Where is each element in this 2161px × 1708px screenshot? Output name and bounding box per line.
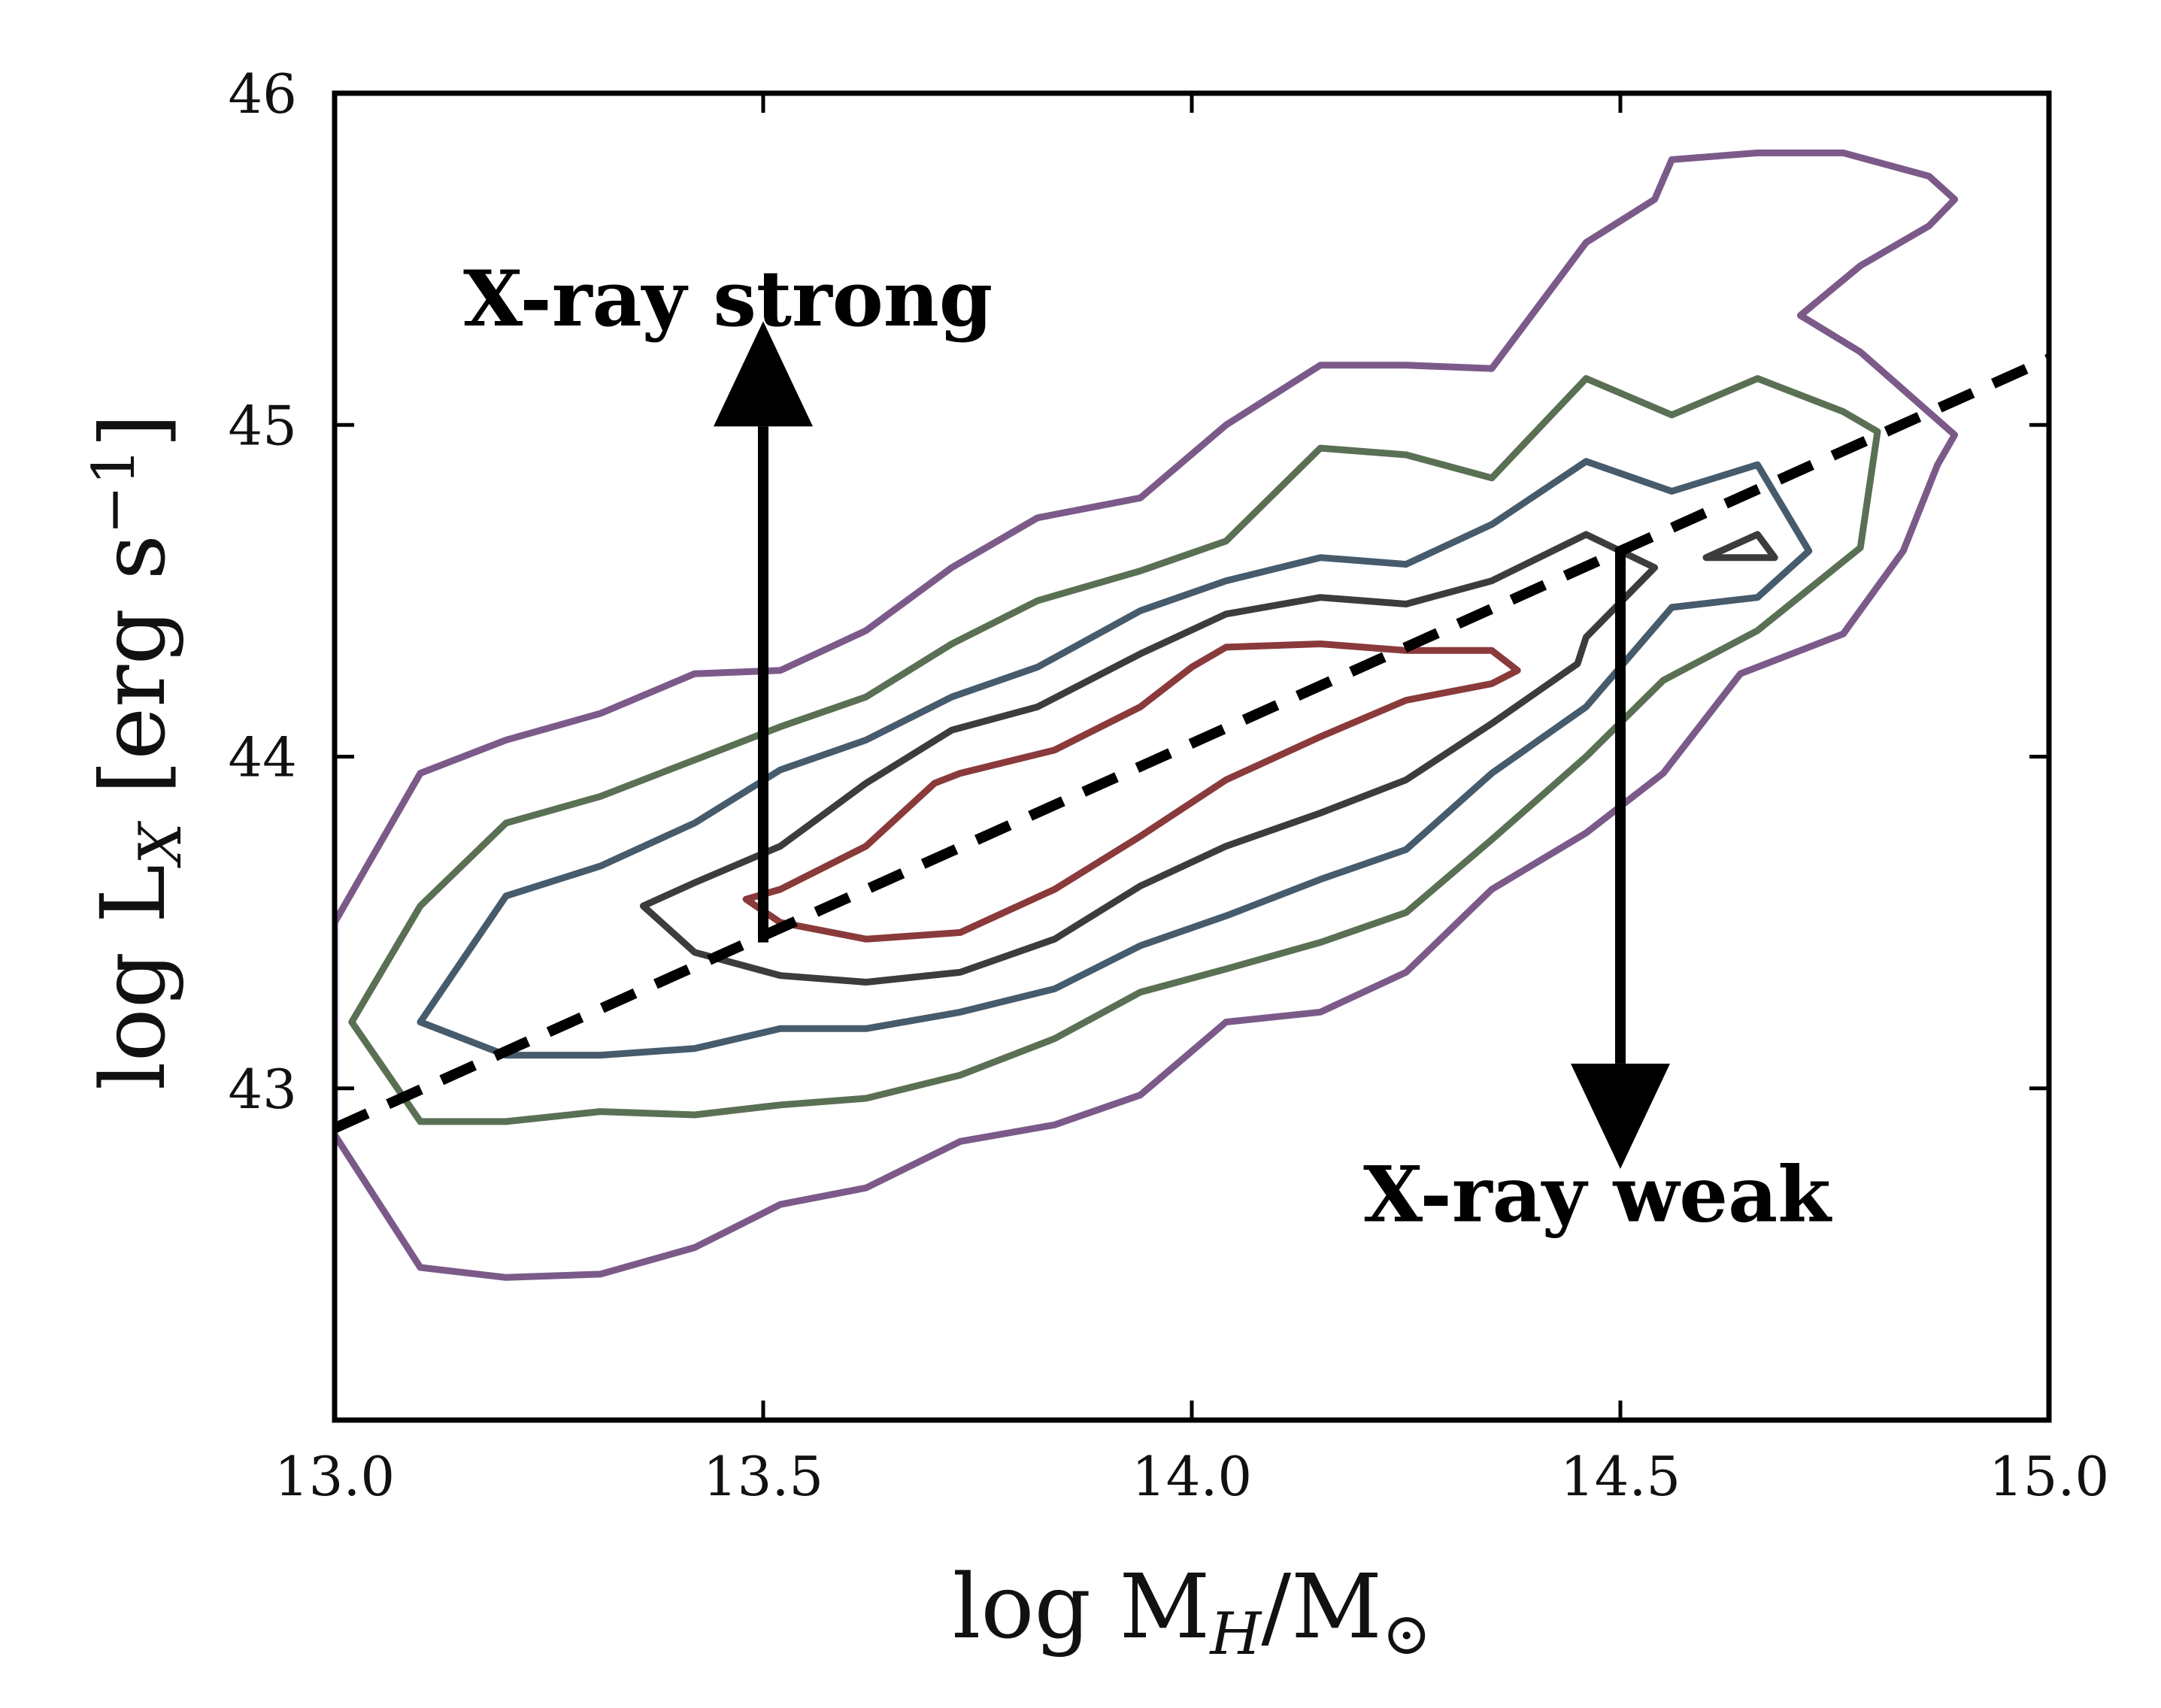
y-axis-label-prefix: log L xyxy=(81,865,185,1090)
arrow-layer xyxy=(714,321,1670,1169)
x-axis-label-sub2: ⊙ xyxy=(1382,1600,1431,1668)
y-axis-label-sup: −1 xyxy=(80,448,148,535)
contour-level-3-2 xyxy=(417,458,1813,1059)
x-tick-label-1: 13.5 xyxy=(703,1445,823,1508)
x-axis-label-mid: /M xyxy=(1261,1555,1382,1658)
strong-arrow-head xyxy=(714,321,813,427)
y-tick-label-1: 44 xyxy=(228,726,297,789)
weak-arrow-head xyxy=(1571,1063,1670,1169)
contour-level-5-5 xyxy=(742,640,1521,943)
x-axis-label-prefix: log M xyxy=(953,1555,1211,1658)
x-tick-label-4: 15.0 xyxy=(1989,1445,2109,1508)
contour-level-2-1 xyxy=(348,375,1881,1125)
dashed-fit-line xyxy=(335,353,2049,1134)
tick-label-layer: 13.0 13.5 14.0 14.5 15.0 43 44 45 46 xyxy=(228,62,2109,1508)
y-axis-label-sub: X xyxy=(127,820,195,869)
contour-level-4-3 xyxy=(639,531,1659,986)
weak-arrow xyxy=(1571,547,1670,1169)
annotation-x-ray-weak: X-ray weak xyxy=(1363,1149,1832,1240)
x-tick-label-2: 14.0 xyxy=(1132,1445,1252,1508)
y-tick-label-2: 45 xyxy=(228,394,297,457)
x-axis-label-sub: H xyxy=(1208,1600,1262,1668)
x-axis-label: log MH/M⊙ xyxy=(953,1555,1432,1668)
strong-arrow xyxy=(714,321,813,943)
contour-layer xyxy=(335,149,1959,1281)
x-tick-label-3: 14.5 xyxy=(1560,1445,1681,1508)
ticks-layer xyxy=(332,91,2051,1420)
y-tick-label-3: 46 xyxy=(228,62,297,126)
y-axis-label-suffix: ] xyxy=(81,413,185,448)
fit-layer xyxy=(335,353,2049,1134)
y-tick-label-0: 43 xyxy=(228,1058,297,1121)
contour-level-4-4 xyxy=(1702,531,1778,562)
x-tick-label-0: 13.0 xyxy=(274,1445,395,1508)
y-axis-label-mid: [erg s xyxy=(81,535,185,822)
annotation-x-ray-strong: X-ray strong xyxy=(463,254,993,344)
contour-level-1-0 xyxy=(335,149,1959,1281)
y-axis-label: log LX [erg s−1] xyxy=(80,413,195,1090)
